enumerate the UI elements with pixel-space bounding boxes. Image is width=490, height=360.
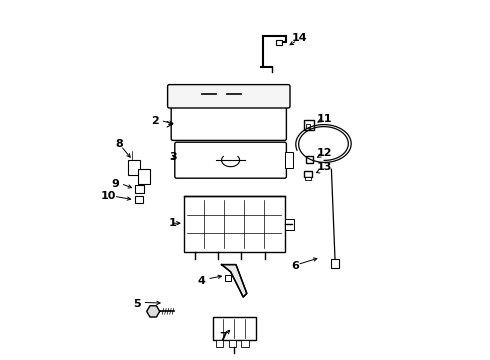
Bar	[225, 275, 231, 281]
Text: 5: 5	[133, 299, 141, 309]
Text: 1: 1	[169, 218, 177, 228]
Text: 9: 9	[111, 179, 120, 189]
Bar	[306, 156, 313, 163]
Text: 14: 14	[291, 33, 307, 43]
Text: 6: 6	[292, 261, 299, 271]
Text: 13: 13	[317, 162, 332, 172]
Bar	[135, 185, 144, 193]
Bar	[275, 40, 282, 45]
Bar	[135, 196, 143, 203]
Text: 2: 2	[151, 116, 159, 126]
Text: 7: 7	[220, 332, 227, 342]
Bar	[305, 177, 311, 180]
Text: 4: 4	[198, 276, 206, 286]
Bar	[285, 152, 293, 168]
Polygon shape	[147, 306, 160, 317]
Bar	[216, 340, 223, 347]
Text: 8: 8	[115, 139, 123, 149]
Text: 12: 12	[317, 148, 332, 158]
Bar	[138, 169, 149, 184]
Bar	[184, 196, 285, 252]
Bar	[285, 219, 294, 230]
FancyBboxPatch shape	[171, 101, 286, 140]
Bar	[304, 120, 315, 130]
Bar	[213, 317, 256, 340]
Text: 11: 11	[317, 114, 332, 124]
Polygon shape	[221, 265, 247, 297]
FancyBboxPatch shape	[168, 85, 290, 108]
Bar	[242, 340, 248, 347]
Text: 3: 3	[169, 152, 177, 162]
Bar	[331, 259, 339, 268]
Bar	[128, 160, 140, 175]
FancyBboxPatch shape	[175, 142, 286, 178]
Text: 10: 10	[100, 191, 116, 201]
Bar	[304, 171, 312, 177]
Bar	[229, 340, 236, 347]
Bar	[306, 124, 310, 128]
